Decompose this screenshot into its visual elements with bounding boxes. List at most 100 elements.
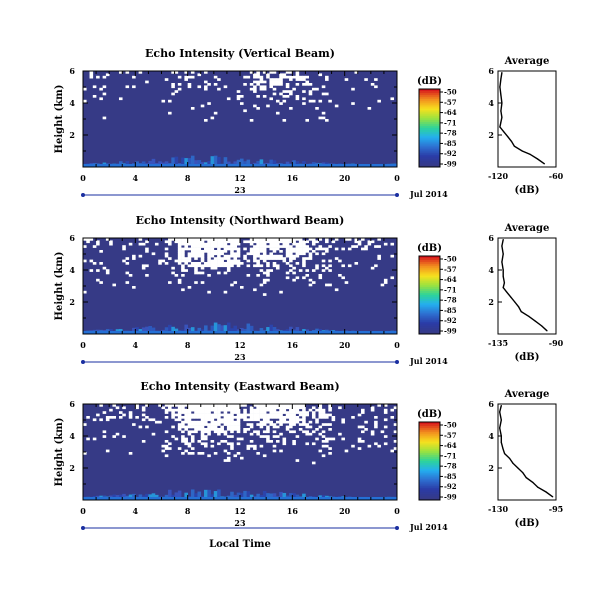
colorbar-segment [419,110,440,113]
profile-point [537,158,539,160]
no-echo-cell [377,404,381,407]
no-echo-cell [197,423,202,426]
no-echo-cell [269,408,274,412]
colorbar-segment [419,312,440,315]
no-echo-cell [204,238,208,241]
no-echo-cell [298,252,303,256]
no-echo-cell [210,242,215,246]
panel-1: Echo Intensity (Vertical Beam)0 4 8 12 16 20 0… [54,47,564,199]
no-echo-cell [200,420,205,424]
profile-point [500,78,502,80]
profile-y-tick-label: 4 [488,431,494,441]
no-echo-cell [393,447,398,450]
no-echo-cell [112,404,117,407]
colorbar-tick-label: -50 [444,88,457,97]
no-echo-cell [233,404,238,407]
no-echo-cell [246,75,251,79]
profile-point [500,94,502,96]
colorbar-segment [419,490,440,493]
no-echo-cell [325,119,329,122]
colorbar-tick-label: -92 [444,482,457,491]
no-echo-cell [181,274,185,277]
no-echo-cell [305,269,309,272]
no-echo-cell [177,418,182,422]
no-echo-cell [190,404,195,407]
no-echo-cell [220,240,224,244]
no-echo-cell [311,430,316,434]
no-echo-cell [311,238,316,241]
no-echo-cell [141,440,146,443]
no-echo-cell [282,259,287,263]
no-echo-cell [249,238,254,241]
no-echo-cell [308,257,313,260]
no-echo-cell [171,83,175,86]
no-echo-cell [240,413,244,417]
no-echo-cell [181,242,185,246]
no-echo-cell [200,104,205,108]
profile-point [532,481,534,483]
no-echo-cell [246,264,251,268]
no-echo-cell [302,413,306,417]
no-echo-cell [83,452,87,455]
no-echo-cell [266,269,270,272]
no-echo-cell [197,416,202,419]
no-echo-cell [374,416,378,419]
x-tick-label: 12 [234,173,245,183]
no-echo-cell [361,440,365,443]
no-echo-cell [262,257,267,260]
no-echo-cell [181,247,185,251]
profile-point [510,140,513,142]
no-echo-cell [233,408,238,412]
surface-echo-cell [132,327,136,334]
no-echo-cell [266,73,270,77]
colorbar-segment [419,285,440,288]
no-echo-cell [138,242,143,246]
no-echo-cell [122,413,126,417]
no-echo-cell [194,252,198,256]
no-echo-cell [190,240,195,244]
no-echo-cell [279,254,283,258]
no-echo-cell [207,404,211,407]
no-echo-cell [305,413,309,417]
no-echo-cell [380,430,385,434]
no-echo-cell [174,238,179,241]
no-echo-cell [289,240,293,244]
no-echo-cell [318,406,323,410]
profile-point [499,86,501,88]
no-echo-cell [256,250,260,253]
no-echo-cell [308,92,313,96]
no-echo-cell [302,408,306,412]
no-echo-cell [210,116,215,120]
no-echo-cell [236,408,241,412]
no-echo-cell [138,238,143,241]
colorbar-segment [419,100,440,104]
no-echo-cell [289,416,293,419]
x-tick-label: 20 [339,173,351,183]
no-echo-cell [197,271,202,275]
no-echo-cell [249,240,254,244]
no-echo-cell [279,418,283,422]
no-echo-cell [158,259,162,263]
no-echo-cell [266,406,270,410]
no-echo-cell [279,416,283,419]
colorbar-segment [419,310,440,313]
no-echo-cell [184,418,188,422]
no-echo-cell [190,425,195,429]
colorbar-segment [419,328,440,331]
no-echo-cell [253,90,257,93]
x-tick-label: 8 [185,506,191,516]
no-echo-cell [154,242,159,246]
surface-echo-cell [223,157,228,167]
no-echo-cell [302,404,306,407]
no-echo-cell [220,420,224,424]
no-echo-cell [217,271,221,275]
no-echo-cell [311,240,316,244]
surface-echo-cell [174,492,179,500]
no-echo-cell [272,78,277,81]
colorbar-segment [419,257,440,261]
no-echo-cell [321,111,326,115]
profile-point [546,330,548,332]
no-echo-cell [285,242,290,246]
no-echo-cell [145,416,149,419]
no-echo-cell [83,245,87,248]
